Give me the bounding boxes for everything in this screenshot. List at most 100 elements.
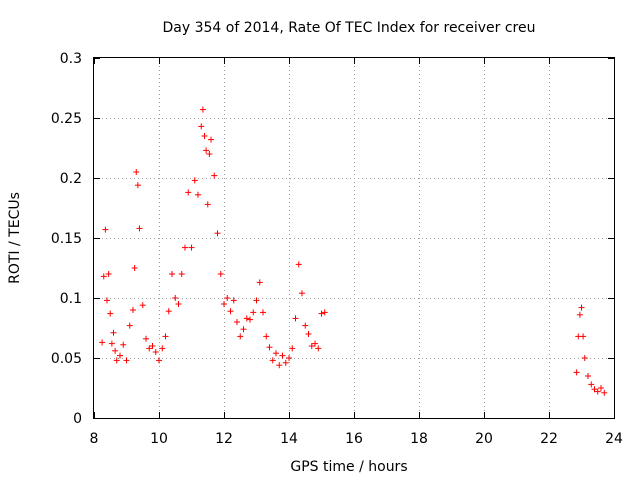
data-point xyxy=(162,333,169,340)
data-point xyxy=(224,295,231,301)
data-point xyxy=(108,340,115,347)
y-tick-label: 0.15 xyxy=(51,231,82,247)
data-point xyxy=(588,381,595,388)
data-point xyxy=(234,319,240,325)
data-point xyxy=(105,271,112,277)
x-tick-label: 24 xyxy=(605,431,623,447)
axis-ticks xyxy=(94,58,615,419)
data-point xyxy=(230,297,237,304)
data-point xyxy=(195,191,201,198)
data-point xyxy=(302,322,309,329)
x-tick-labels: 8 10 12 14 16 18 20 22 24 xyxy=(90,431,623,447)
data-point xyxy=(201,133,208,139)
data-point xyxy=(107,310,114,317)
data-point xyxy=(247,316,253,323)
data-point xyxy=(188,244,195,251)
x-tick-label: 14 xyxy=(280,431,298,447)
data-point xyxy=(123,357,130,364)
y-axis-label: ROTI / TECUs xyxy=(7,192,23,284)
data-point xyxy=(126,322,133,329)
x-tick-label: 18 xyxy=(410,431,428,447)
data-point xyxy=(580,333,587,340)
chart-title: Day 354 of 2014, Rate Of TEC Index for r… xyxy=(162,20,535,36)
y-tick-label: 0.2 xyxy=(60,171,82,187)
data-point xyxy=(203,147,210,154)
y-tick-label: 0.05 xyxy=(51,351,82,367)
data-point xyxy=(273,350,279,357)
data-point xyxy=(279,352,286,359)
data-point xyxy=(178,271,185,277)
y-tick-label: 0.1 xyxy=(60,291,82,307)
data-point xyxy=(208,136,214,143)
data-point xyxy=(282,359,289,366)
data-point xyxy=(152,349,159,355)
data-point xyxy=(104,297,110,304)
data-point xyxy=(185,189,192,196)
data-points xyxy=(99,106,608,396)
data-point xyxy=(99,339,106,346)
x-tick-label: 12 xyxy=(215,431,233,447)
grid-layer xyxy=(94,58,614,418)
data-point xyxy=(581,355,588,361)
y-tick-label: 0 xyxy=(73,411,82,427)
data-point xyxy=(256,279,263,286)
data-point xyxy=(240,326,247,333)
plot-frame xyxy=(93,57,615,419)
data-point xyxy=(102,226,109,233)
data-point xyxy=(146,345,153,352)
data-point xyxy=(321,309,328,316)
data-point xyxy=(156,357,162,364)
data-point xyxy=(305,331,312,337)
data-point xyxy=(243,315,250,322)
data-point xyxy=(143,335,149,342)
x-tick-label: 8 xyxy=(90,431,99,447)
data-point xyxy=(214,230,221,237)
data-point xyxy=(117,352,123,359)
data-point xyxy=(130,307,136,313)
data-point xyxy=(578,304,585,311)
data-point xyxy=(206,151,213,157)
x-tick-label: 16 xyxy=(345,431,363,447)
data-point xyxy=(576,311,583,318)
data-point xyxy=(289,345,296,352)
data-point xyxy=(573,369,580,376)
x-tick-label: 22 xyxy=(540,431,558,447)
data-point xyxy=(204,201,211,208)
data-point xyxy=(133,169,140,175)
data-point xyxy=(312,340,318,347)
data-point xyxy=(237,333,244,340)
data-point xyxy=(276,362,283,369)
data-point xyxy=(165,308,172,315)
data-point xyxy=(585,373,591,379)
data-point xyxy=(250,309,257,316)
data-point xyxy=(139,302,146,309)
data-point xyxy=(149,343,156,349)
data-point xyxy=(136,225,143,232)
data-point xyxy=(260,309,266,316)
data-point xyxy=(112,347,119,354)
data-point xyxy=(315,345,322,352)
data-point xyxy=(198,123,205,130)
data-point xyxy=(601,389,608,396)
data-point xyxy=(110,329,117,336)
data-point xyxy=(318,310,325,317)
data-point xyxy=(591,386,598,393)
data-point xyxy=(594,388,601,395)
data-point xyxy=(182,244,188,251)
data-point xyxy=(295,261,302,268)
data-point xyxy=(172,295,179,301)
y-tick-label: 0.3 xyxy=(60,51,82,67)
x-tick-label: 20 xyxy=(475,431,493,447)
data-point xyxy=(131,265,138,271)
data-point xyxy=(211,172,218,179)
data-point xyxy=(308,343,315,349)
data-point xyxy=(286,355,292,361)
data-point xyxy=(598,385,604,391)
y-tick-label: 0.25 xyxy=(51,111,82,127)
x-axis-label: GPS time / hours xyxy=(290,459,407,475)
data-point xyxy=(227,308,234,315)
data-point xyxy=(221,301,227,307)
data-point xyxy=(269,357,276,364)
data-point xyxy=(191,177,198,184)
